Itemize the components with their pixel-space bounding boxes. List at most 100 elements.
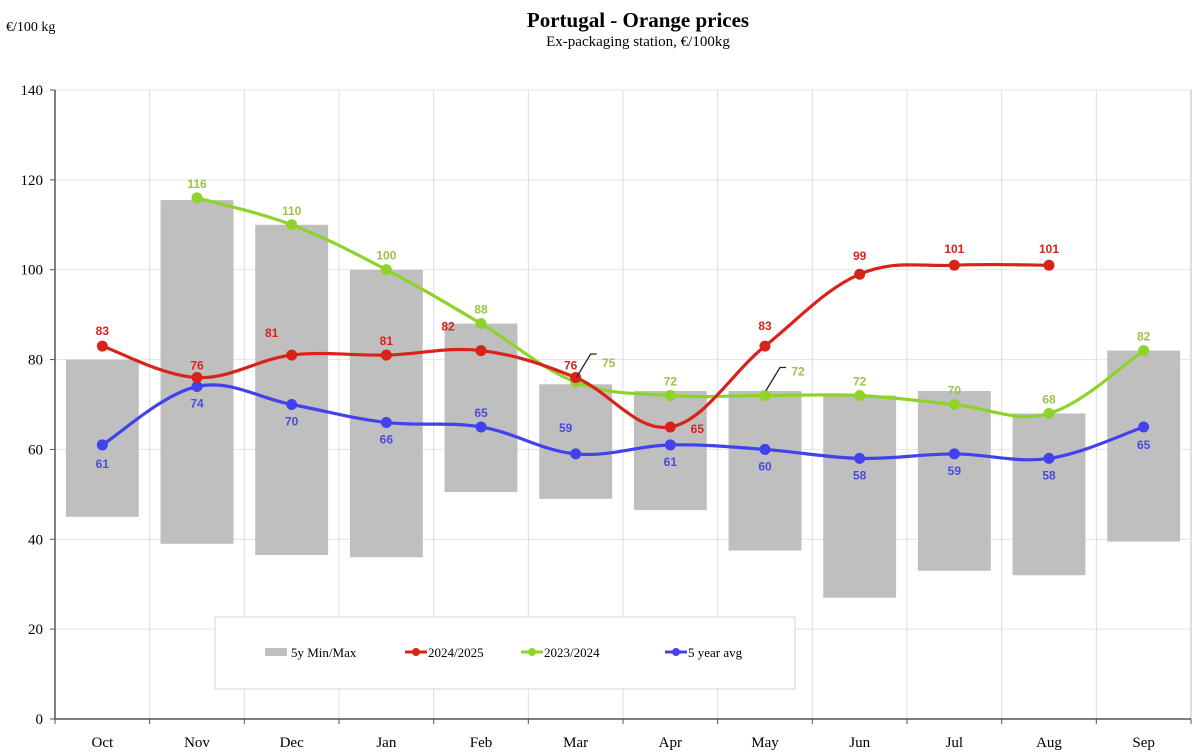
point-5-year-avg-oct	[96, 439, 108, 451]
legend-swatch-5y-min-max	[265, 648, 287, 656]
y-tick-label: 100	[21, 263, 44, 279]
data-label-2024-2025-aug: 101	[1039, 242, 1059, 256]
data-label-5-year-avg-aug: 58	[1042, 468, 1056, 482]
y-tick-label: 120	[21, 173, 44, 189]
point-2024-2025-aug	[1043, 259, 1055, 271]
data-label-5-year-avg-dec: 70	[285, 415, 299, 429]
data-label-2024-2025-dec: 81	[265, 326, 279, 340]
point-2024-2025-apr	[664, 421, 676, 433]
data-label-5-year-avg-jun: 58	[853, 468, 867, 482]
point-2024-2025-feb	[475, 345, 487, 357]
data-label-5-year-avg-feb: 65	[474, 406, 488, 420]
data-label-5-year-avg-apr: 61	[664, 455, 678, 469]
point-2024-2025-jul	[948, 259, 960, 271]
data-label-2024-2025-jun: 99	[853, 249, 867, 263]
data-label-5-year-avg-jan: 66	[380, 432, 394, 446]
data-label-2024-2025-feb: 82	[441, 320, 455, 334]
range-bar-oct	[65, 359, 139, 517]
data-label-2024-2025-jan: 81	[380, 334, 394, 348]
x-tick-label-jun: Jun	[849, 735, 870, 751]
point-5-year-avg-feb	[475, 421, 487, 433]
data-label-2023-2024-jul: 70	[948, 384, 962, 398]
point-2023-2024-aug	[1043, 407, 1055, 419]
legend-label-5y-min-max: 5y Min/Max	[291, 645, 357, 660]
range-bar-jan	[349, 269, 423, 558]
data-label-2024-2025-apr: 65	[691, 422, 705, 436]
legend-label-2024-2025: 2024/2025	[428, 645, 484, 660]
legend-marker-2024-2025	[412, 648, 420, 656]
point-5-year-avg-jan	[380, 416, 392, 428]
point-2023-2024-nov	[191, 192, 203, 204]
x-tick-label-jul: Jul	[946, 735, 964, 751]
data-label-2023-2024-apr: 72	[664, 375, 678, 389]
data-label-2024-2025-oct: 83	[96, 324, 110, 338]
point-2023-2024-feb	[475, 318, 487, 330]
range-bar-sep	[1107, 350, 1181, 542]
point-2023-2024-may	[759, 390, 771, 402]
point-2024-2025-dec	[286, 349, 298, 361]
data-label-2023-2024-jan: 100	[376, 249, 396, 263]
legend-label-2023-2024: 2023/2024	[544, 645, 600, 660]
data-label-2023-2024-dec: 110	[282, 204, 302, 218]
y-tick-label: 140	[21, 83, 44, 99]
point-2023-2024-jun	[854, 390, 866, 402]
data-label-5-year-avg-nov: 74	[190, 397, 204, 411]
x-tick-label-apr: Apr	[659, 735, 682, 751]
point-5-year-avg-may	[759, 443, 771, 455]
callout-leader-may	[765, 366, 786, 391]
point-2024-2025-nov	[191, 372, 203, 384]
range-bar-dec	[255, 224, 329, 556]
x-tick-label-jan: Jan	[376, 735, 396, 751]
data-label-5-year-avg-sep: 65	[1137, 438, 1151, 452]
point-2024-2025-oct	[96, 340, 108, 352]
x-tick-label-sep: Sep	[1132, 735, 1155, 751]
y-tick-label: 20	[28, 622, 43, 638]
point-2023-2024-jan	[380, 264, 392, 276]
point-2023-2024-apr	[664, 390, 676, 402]
y-tick-label: 80	[28, 353, 43, 369]
point-5-year-avg-mar	[570, 448, 582, 460]
data-label-5-year-avg-may: 60	[758, 459, 772, 473]
point-2023-2024-jul	[948, 399, 960, 410]
data-label-2023-2024-sep: 82	[1137, 330, 1151, 344]
callout-leader-mar	[576, 353, 597, 378]
data-label-2023-2024-feb: 88	[474, 303, 488, 317]
legend-marker-5-year-avg	[672, 648, 680, 656]
point-5-year-avg-apr	[664, 439, 676, 451]
data-label-2024-2025-jul: 101	[944, 242, 964, 256]
range-bar-mar	[539, 384, 613, 499]
data-label-2023-2024-aug: 68	[1042, 392, 1056, 406]
point-2024-2025-jun	[854, 268, 866, 280]
point-2024-2025-jan	[380, 349, 392, 361]
point-5-year-avg-dec	[286, 399, 298, 410]
x-tick-label-aug: Aug	[1036, 735, 1062, 751]
data-label-2023-2024-jun: 72	[853, 375, 867, 389]
point-5-year-avg-sep	[1138, 421, 1150, 433]
point-2024-2025-mar	[570, 372, 582, 384]
point-5-year-avg-jun	[854, 452, 866, 464]
data-label-2023-2024-may: 72	[791, 365, 805, 379]
range-bar-jun	[823, 395, 897, 598]
data-label-2024-2025-may: 83	[758, 319, 772, 333]
data-label-2024-2025-mar: 76	[564, 359, 578, 373]
y-axis-label: €/100 kg	[6, 20, 56, 35]
x-tick-label-nov: Nov	[184, 735, 210, 751]
range-bar-aug	[1012, 413, 1086, 576]
data-label-5-year-avg-jul: 59	[948, 464, 962, 478]
data-label-5-year-avg-mar: 59	[559, 421, 573, 435]
point-2023-2024-sep	[1138, 345, 1150, 357]
x-tick-label-may: May	[751, 735, 779, 751]
legend-box	[214, 616, 796, 690]
chart-subtitle: Ex-packaging station, €/100kg	[546, 34, 730, 50]
point-2023-2024-dec	[286, 219, 298, 231]
data-label-2024-2025-nov: 76	[190, 359, 204, 373]
data-label-2023-2024-nov: 116	[187, 177, 207, 191]
range-bar-jul	[917, 391, 991, 571]
legend-label-5-year-avg: 5 year avg	[688, 645, 743, 660]
data-label-2023-2024-mar: 75	[602, 356, 616, 370]
legend-marker-2023-2024	[528, 648, 536, 656]
x-tick-label-oct: Oct	[91, 735, 113, 751]
series-line-5-year-avg	[100, 383, 1146, 462]
y-tick-label: 0	[36, 712, 44, 728]
